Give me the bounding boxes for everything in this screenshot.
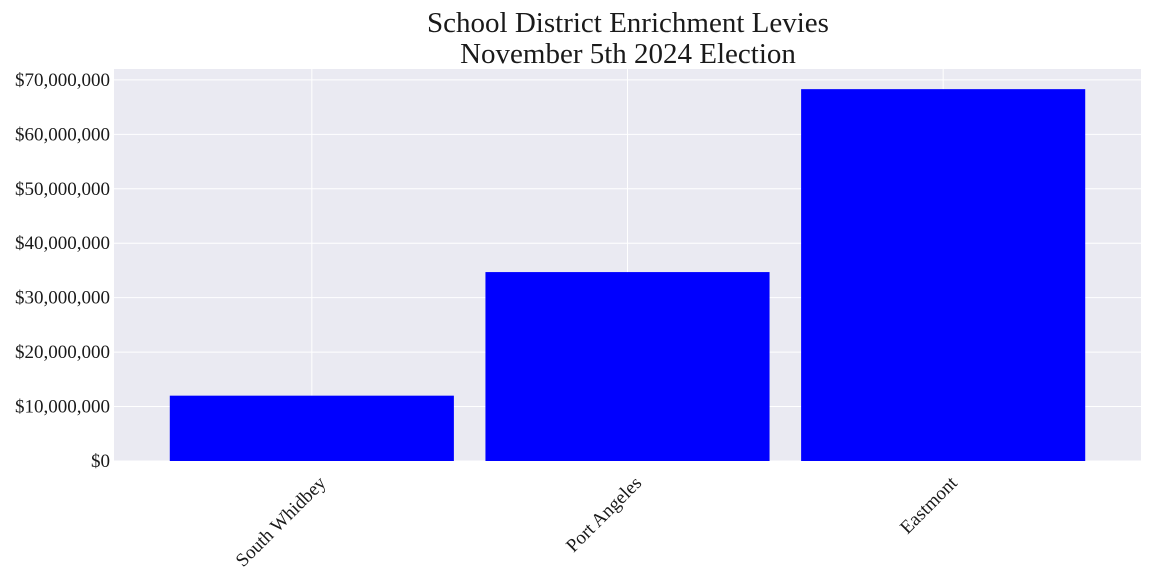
bar-eastmont bbox=[801, 89, 1086, 462]
chart-title-line-2: November 5th 2024 Election bbox=[460, 38, 796, 70]
y-tick-label: $70,000,000 bbox=[15, 70, 110, 91]
x-axis-tick-labels: South Whidbey Port Angeles Eastmont bbox=[232, 472, 962, 571]
y-tick-label: $60,000,000 bbox=[15, 124, 110, 145]
bars bbox=[169, 89, 1086, 462]
y-tick-label: $20,000,000 bbox=[15, 342, 110, 363]
x-tick-label: Port Angeles bbox=[562, 473, 646, 557]
bar-south-whidbey bbox=[169, 395, 454, 461]
x-tick-label: Eastmont bbox=[896, 472, 962, 538]
y-tick-label: $40,000,000 bbox=[15, 233, 110, 254]
y-tick-label: $10,000,000 bbox=[15, 397, 110, 418]
y-tick-label: $50,000,000 bbox=[15, 179, 110, 200]
chart-title-line-1: School District Enrichment Levies bbox=[427, 7, 829, 39]
bar-port-angeles bbox=[485, 272, 770, 461]
chart-title: School District Enrichment Levies Novemb… bbox=[427, 7, 829, 70]
y-tick-label: $0 bbox=[91, 451, 110, 472]
y-axis-tick-labels: $0 $10,000,000 $20,000,000 $30,000,000 $40,0… bbox=[15, 70, 110, 472]
x-tick-label: South Whidbey bbox=[232, 472, 331, 571]
y-tick-label: $30,000,000 bbox=[15, 288, 110, 309]
